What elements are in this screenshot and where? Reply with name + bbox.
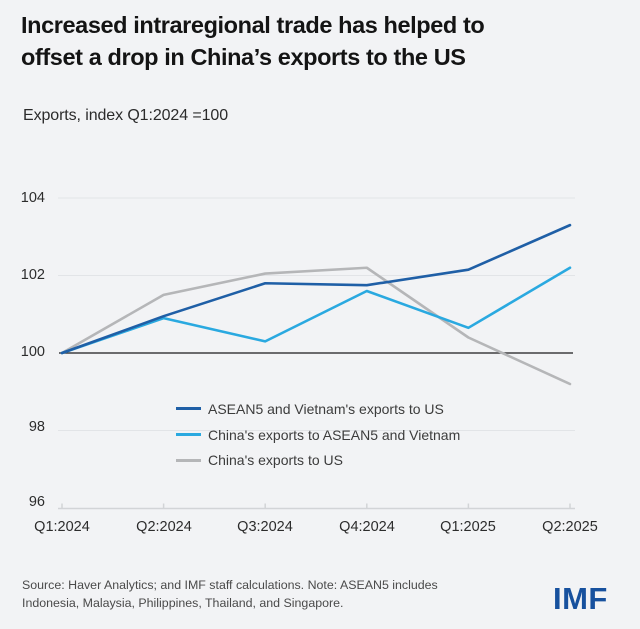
y-axis-tick-label: 104	[20, 190, 45, 206]
legend-item: ASEAN5 and Vietnam's exports to US	[176, 396, 460, 422]
legend-swatch-gray-line	[176, 458, 201, 462]
title-line-2: offset a drop in China’s exports to the …	[21, 44, 466, 70]
source-note: Source: Haver Analytics; and IMF staff c…	[22, 577, 438, 612]
y-axis-tick-label: 98	[28, 419, 45, 435]
source-line-1: Source: Haver Analytics; and IMF staff c…	[22, 578, 438, 592]
imf-logo: IMF	[553, 581, 608, 616]
y-axis-tick-label: 96	[28, 494, 45, 510]
source-line-2: Indonesia, Malaysia, Philippines, Thaila…	[22, 595, 344, 610]
chart-subtitle: Exports, index Q1:2024 =100	[23, 107, 228, 124]
legend-label: China's exports to ASEAN5 and Vietnam	[208, 426, 461, 443]
y-axis-tick-label: 102	[20, 267, 45, 283]
x-axis-tick-label: Q4:2024	[339, 519, 395, 535]
chart-legend: ASEAN5 and Vietnam's exports to US China…	[176, 396, 460, 473]
y-axis-tick-label: 100	[20, 344, 45, 360]
series-line	[60, 223, 572, 355]
legend-item: China's exports to US	[176, 448, 460, 474]
legend-item: China's exports to ASEAN5 and Vietnam	[176, 422, 460, 448]
x-axis-tick-label: Q1:2025	[440, 519, 496, 535]
x-axis-tick-label: Q3:2024	[237, 519, 293, 535]
legend-label: China's exports to US	[208, 452, 343, 469]
x-axis-tick-label: Q2:2024	[136, 519, 192, 535]
series-line	[60, 266, 572, 355]
legend-swatch-light-blue-line	[176, 433, 201, 437]
series-line	[60, 266, 572, 386]
x-axis-tick-label: Q2:2025	[542, 519, 598, 535]
legend-label: ASEAN5 and Vietnam's exports to US	[208, 400, 444, 417]
page-title: Increased intraregional trade has helped…	[21, 9, 621, 73]
x-axis-tick-label: Q1:2024	[34, 519, 90, 535]
title-line-1: Increased intraregional trade has helped…	[21, 12, 485, 38]
legend-swatch-dark-blue-line	[176, 407, 201, 411]
